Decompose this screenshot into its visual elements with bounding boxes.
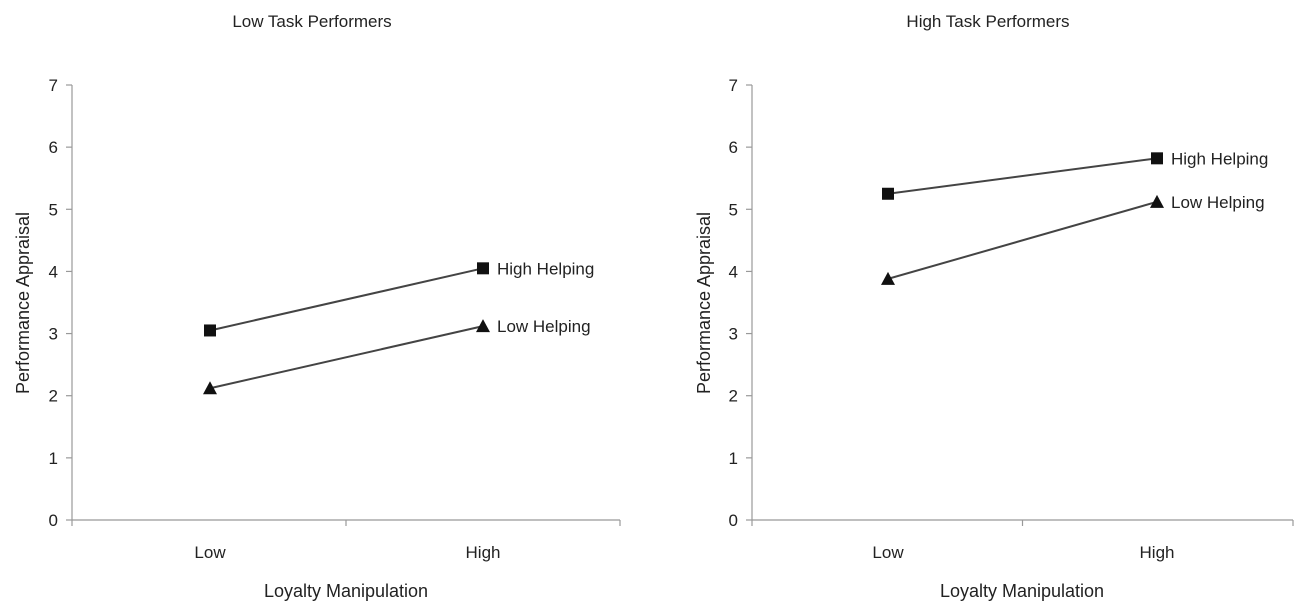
data-point-square [882,187,894,200]
x-tick-label: Low [872,543,904,562]
y-axis-label: Performance Appraisal [13,212,33,394]
data-point-square [1151,152,1163,165]
y-axis-label: Performance Appraisal [694,212,714,394]
y-tick-label: 7 [49,76,58,95]
y-tick-label: 4 [49,262,58,281]
y-tick-label: 0 [729,511,738,530]
series-line [209,325,484,390]
series-group: High Helping Low Helping [881,149,1268,285]
y-tick-label: 7 [729,76,738,95]
y-tick-label: 6 [49,138,58,157]
chart-title: Low Task Performers [232,12,391,31]
series-line [887,200,1158,280]
data-point-square [204,324,216,337]
series-label: High Helping [1171,149,1268,168]
series-group: High Helping Low Helping [203,259,594,395]
series-line [209,267,484,332]
x-tick-label: Low [194,543,226,562]
x-ticks: Low High [751,520,1294,562]
y-tick-label: 2 [729,387,738,406]
x-tick-label: High [466,543,501,562]
series-label: High Helping [497,259,594,278]
data-point-triangle [476,319,490,333]
y-tick-label: 4 [729,262,738,281]
data-point-triangle [203,381,217,395]
data-point-triangle [881,271,895,285]
x-axis-label: Loyalty Manipulation [940,581,1104,601]
y-tick-label: 3 [729,325,738,344]
y-tick-label: 0 [49,511,58,530]
y-tick-label: 5 [49,200,58,219]
data-point-triangle [1150,194,1164,208]
y-tick-label: 6 [729,138,738,157]
y-tick-label: 3 [49,325,58,344]
data-point-square [477,262,489,275]
chart-high-task-performers: High Task Performers Performance Apprais… [694,12,1294,601]
series-line [887,157,1158,195]
chart-title: High Task Performers [906,12,1069,31]
y-tick-label: 2 [49,387,58,406]
y-ticks: 0 1 2 3 4 5 6 7 [729,76,752,530]
x-tick-label: High [1140,543,1175,562]
y-ticks: 0 1 2 3 4 5 6 7 [49,76,72,530]
series-label: Low Helping [497,317,591,336]
x-axis-label: Loyalty Manipulation [264,581,428,601]
y-tick-label: 5 [729,200,738,219]
x-ticks: Low High [71,520,621,562]
chart-low-task-performers: Low Task Performers Performance Appraisa… [13,12,621,601]
y-tick-label: 1 [729,449,738,468]
y-tick-label: 1 [49,449,58,468]
series-label: Low Helping [1171,193,1265,212]
